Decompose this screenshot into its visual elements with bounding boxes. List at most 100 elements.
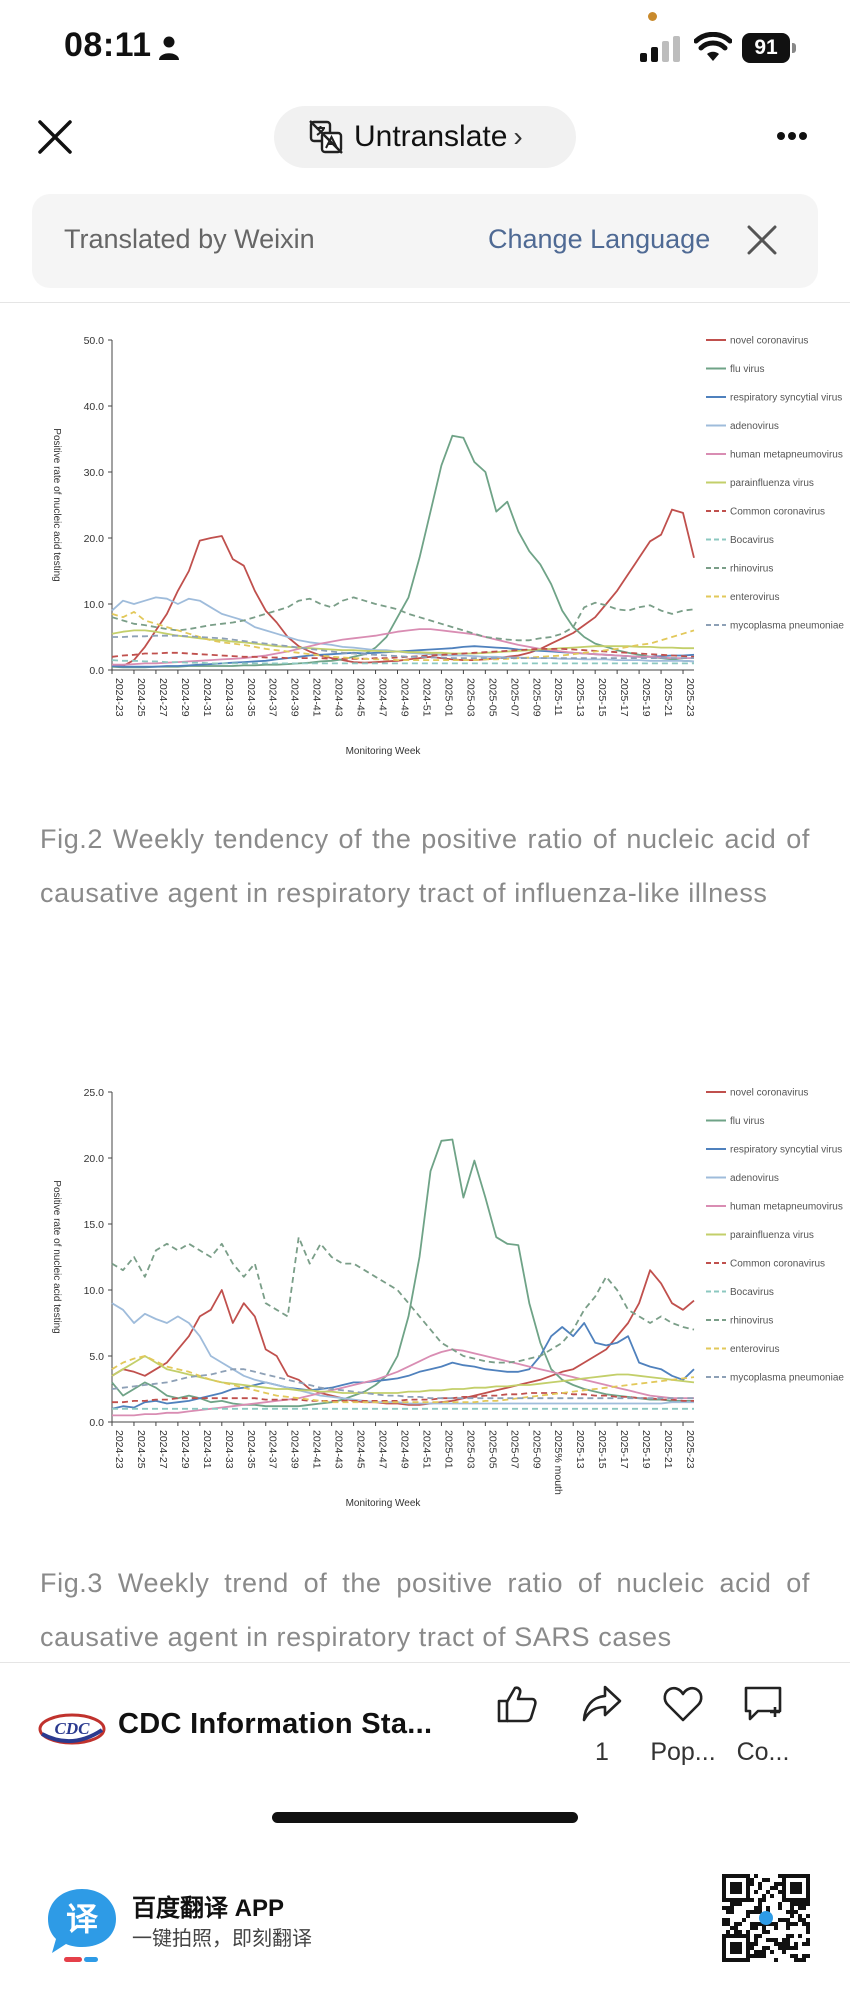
qr-module [758,1902,762,1906]
x-tick-label: 2025-03 [464,1430,476,1469]
account-name[interactable]: CDC Information Sta... [118,1708,433,1740]
qr-module [726,1910,730,1914]
comment-label: Co... [736,1738,790,1766]
qr-module [722,1918,726,1922]
y-axis-label: Positive rate of nucleic acid testing [51,428,62,581]
series-line-mycoplasma-pneumoniae [111,1368,694,1400]
x-tick-label: 2024-31 [201,678,213,717]
qr-module [762,1898,766,1902]
favorite-label: Pop... [650,1738,716,1766]
legend-label: adenovirus [730,1173,779,1184]
translate-off-icon [309,120,343,154]
qr-module [746,1930,750,1934]
qr-module [802,1942,806,1946]
series-line-novel-coronavirus [111,508,695,667]
home-indicator[interactable] [272,1812,578,1823]
legend-label: mycoplasma pneumoniae [730,1373,844,1384]
line-chart-figure-2: 0.0 10.0 20.0 30.0 40.0 50.0 2024-23 2024-25 202… [51,335,844,757]
qr-module [786,1946,790,1950]
qr-module [762,1926,766,1930]
x-tick-label: 2024-35 [245,1430,257,1469]
series-line-respiratory-syncytial-virus [111,1322,695,1410]
qr-code-icon [722,1874,810,1962]
qr-module [758,1934,762,1938]
y-tick-label: 0.0 [89,665,104,677]
qr-module [802,1954,806,1958]
qr-module [758,1950,762,1954]
battery-tip [792,43,796,53]
qr-module [790,1906,794,1910]
close-icon[interactable] [36,118,74,156]
legend-label: rhinovirus [730,564,773,575]
x-tick-label: 2025-09 [530,678,542,717]
qr-module [750,1942,754,1946]
favorite-button[interactable]: Pop... [648,1684,718,1767]
battery-level: 91 [742,33,790,63]
series-line-flu-virus [111,434,695,669]
qr-module [770,1922,774,1926]
qr-module [730,1902,734,1906]
baidu-app-title: 百度翻译 APP [132,1895,285,1922]
qr-module [786,1926,790,1930]
qr-module [754,1874,758,1878]
qr-module [774,1958,778,1962]
qr-module [758,1906,762,1910]
qr-module [790,1902,794,1906]
x-tick-label: 2025-13 [574,678,586,717]
qr-module [774,1882,778,1886]
qr-module [726,1922,730,1926]
like-button[interactable] [496,1684,538,1724]
y-axis-label: Positive rate of nucleic acid testing [51,1180,62,1333]
qr-module [754,1938,758,1942]
qr-module [794,1958,798,1962]
qr-module [754,1950,758,1954]
qr-module [770,1894,774,1898]
legend-label: adenovirus [730,421,779,432]
x-tick-label: 2024-31 [201,1430,213,1469]
y-tick-label: 30.0 [84,467,105,479]
qr-module [766,1938,770,1942]
qr-finder-core [730,1882,742,1894]
qr-module [782,1946,786,1950]
thumbs-up-icon [497,1686,537,1723]
comment-button[interactable]: Co... [732,1684,794,1767]
qr-module [802,1922,806,1926]
x-tick-label: 2024-43 [333,1430,345,1469]
qr-module [774,1886,778,1890]
qr-module [778,1902,782,1906]
qr-module [786,1938,790,1942]
change-language-link[interactable]: Change Language [488,224,711,254]
qr-module [754,1906,758,1910]
qr-module [758,1882,762,1886]
x-tick-label: 2025% mouth [552,1430,564,1495]
translation-banner: Translated by Weixin Change Language [32,194,818,288]
series-line-rhinovirus [111,1236,695,1364]
qr-module [730,1910,734,1914]
qr-module [734,1922,738,1926]
qr-module [750,1954,754,1958]
qr-module [798,1902,802,1906]
qr-module [734,1902,738,1906]
series-line-common-coronavirus [112,1392,694,1404]
untranslate-label: Untranslate [354,120,508,153]
qr-module [738,1930,742,1934]
qr-module [806,1926,810,1930]
qr-module [738,1902,742,1906]
cdc-logo-icon[interactable]: CDC [38,1706,106,1752]
qr-module [782,1942,786,1946]
qr-module [794,1946,798,1950]
legend-label: respiratory syncytial virus [730,393,842,404]
series-line-enterovirus [111,610,695,662]
banner-close-icon[interactable] [744,222,780,258]
share-button[interactable]: 1 [578,1684,626,1767]
more-options-icon[interactable] [776,126,808,146]
qr-module [770,1886,774,1890]
series-line-bocavirus [111,659,694,665]
legend-label: Bocavirus [730,1287,774,1298]
untranslate-button[interactable]: Untranslate › [274,106,576,168]
series-line-human-metapneumovirus [112,628,694,666]
qr-module [778,1918,782,1922]
qr-module [766,1878,770,1882]
translated-by-label: Translated by Weixin [64,224,315,254]
legend-label: Common coronavirus [730,507,825,518]
